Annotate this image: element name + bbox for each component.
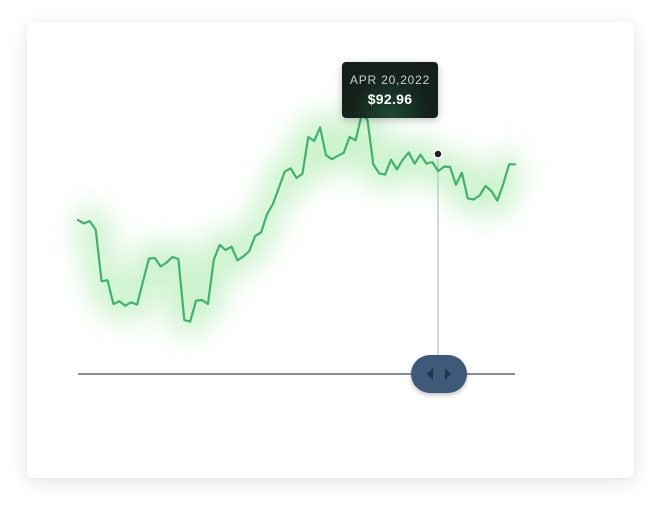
- data-point[interactable]: [174, 255, 182, 263]
- data-point[interactable]: [458, 169, 466, 177]
- data-point[interactable]: [210, 256, 218, 264]
- data-point[interactable]: [399, 156, 407, 164]
- data-point[interactable]: [287, 164, 295, 172]
- data-point[interactable]: [428, 158, 436, 166]
- tooltip-date: APR 20,2022: [349, 73, 431, 87]
- data-point[interactable]: [104, 276, 112, 284]
- data-point[interactable]: [186, 318, 194, 326]
- data-point[interactable]: [487, 187, 495, 195]
- data-point[interactable]: [228, 243, 236, 251]
- series-glow: [68, 100, 525, 337]
- data-point[interactable]: [387, 156, 395, 164]
- data-point[interactable]: [476, 192, 484, 200]
- data-point[interactable]: [133, 301, 141, 309]
- hover-point-marker: [433, 149, 443, 159]
- data-point[interactable]: [393, 165, 401, 173]
- chevron-right-icon: [445, 368, 451, 380]
- range-slider-handle[interactable]: [411, 355, 467, 393]
- data-point[interactable]: [493, 197, 501, 205]
- data-point[interactable]: [86, 217, 94, 225]
- data-point[interactable]: [352, 136, 360, 144]
- data-point[interactable]: [452, 181, 460, 189]
- data-point[interactable]: [139, 277, 147, 285]
- data-point[interactable]: [298, 170, 306, 178]
- data-point[interactable]: [92, 226, 100, 234]
- data-point[interactable]: [446, 163, 454, 171]
- chart-card: [27, 22, 634, 478]
- data-point[interactable]: [275, 184, 283, 192]
- data-point[interactable]: [269, 200, 277, 208]
- series-line-group: [76, 114, 517, 323]
- data-point[interactable]: [499, 180, 507, 188]
- data-point[interactable]: [369, 160, 377, 168]
- chevron-left-icon: [427, 368, 433, 380]
- data-point[interactable]: [417, 151, 425, 159]
- series-line: [76, 114, 517, 323]
- data-point[interactable]: [381, 171, 389, 179]
- data-point[interactable]: [257, 228, 265, 236]
- tooltip-price: $92.96: [367, 91, 413, 107]
- data-point[interactable]: [310, 137, 318, 145]
- data-point[interactable]: [245, 247, 253, 255]
- data-point[interactable]: [204, 300, 212, 308]
- data-point[interactable]: [405, 148, 413, 156]
- data-point[interactable]: [163, 259, 171, 267]
- line-glow: [68, 100, 525, 337]
- data-point[interactable]: [151, 254, 159, 262]
- data-point[interactable]: [340, 149, 348, 157]
- data-point[interactable]: [316, 123, 324, 131]
- data-point[interactable]: [411, 160, 419, 168]
- data-point[interactable]: [511, 160, 519, 168]
- data-point[interactable]: [263, 210, 271, 218]
- price-tooltip: APR 20,2022 $92.96: [342, 62, 438, 118]
